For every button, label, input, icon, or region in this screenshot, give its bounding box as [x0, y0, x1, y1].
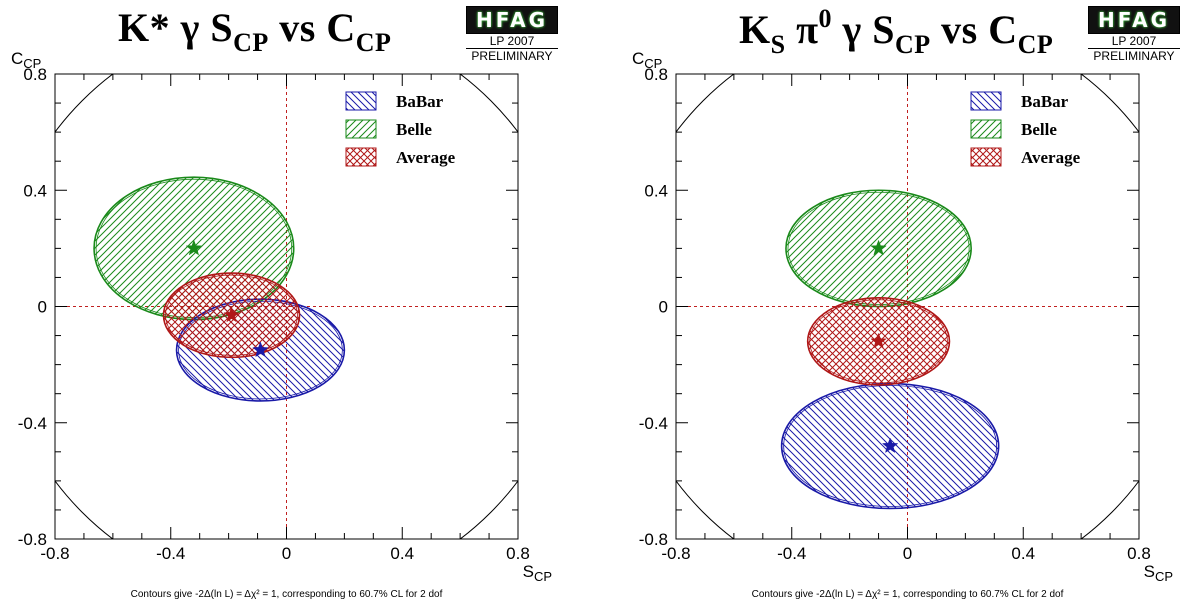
babar-central-value-star — [881, 437, 899, 454]
legend-label-babar: BaBar — [1021, 92, 1069, 111]
average-central-value-star — [870, 332, 887, 349]
x-tick-label: -0.8 — [661, 544, 690, 563]
legend-swatch-babar — [970, 91, 1002, 111]
legend-label-belle: Belle — [1021, 120, 1057, 139]
x-tick-label: 0.4 — [1011, 544, 1035, 563]
y-tick-label: 0.8 — [644, 65, 668, 84]
y-axis-label: CCP — [632, 49, 662, 71]
legend-swatch-babar — [345, 91, 377, 111]
legend-swatch-belle — [345, 119, 377, 139]
babar-central-value-star — [252, 341, 269, 358]
belle-central-value-star — [870, 239, 887, 256]
legend-label-babar: BaBar — [396, 92, 444, 111]
x-tick-label: 0 — [903, 544, 912, 563]
average-contour — [806, 296, 951, 386]
chart-panel-right: KS π0 γ SCP vs CCP HFAG LP 2007 PRELIMIN… — [591, 0, 1182, 607]
footnote: Contours give -2Δ(ln L) = Δχ² = 1, corre… — [752, 589, 1064, 600]
y-tick-label: 0 — [659, 298, 668, 317]
hfag-logo: HFAG LP 2007 PRELIMINARY — [466, 6, 558, 63]
chart-title: K* γ SCP vs CCP — [118, 5, 392, 57]
y-tick-label: -0.8 — [639, 530, 668, 549]
y-tick-label: 0 — [38, 298, 47, 317]
y-tick-label: -0.8 — [18, 530, 47, 549]
x-tick-label: 0.8 — [1127, 544, 1151, 563]
babar-contour-inner — [783, 385, 998, 507]
x-tick-label: 0.4 — [390, 544, 414, 563]
chart-panel-left: K* γ SCP vs CCP HFAG LP 2007 PRELIMINARY… — [11, 5, 558, 600]
legend-label-belle: Belle — [396, 120, 432, 139]
y-tick-label: 0.8 — [23, 65, 47, 84]
chart-canvas: -0.8 -0.4 0 0.4 0.8 0.8 0.4 0 -0.4 -0.8 SCP CCP BaBa… — [11, 49, 552, 600]
hfag-logo: HFAG LP 2007 PRELIMINARY — [1088, 6, 1180, 63]
x-tick-label: 0.8 — [506, 544, 530, 563]
x-tick-label: -0.4 — [777, 544, 806, 563]
x-tick-label: 0 — [282, 544, 291, 563]
x-axis-label: SCP — [1144, 562, 1173, 584]
average-contour — [162, 272, 301, 359]
average-central-value-star — [223, 306, 240, 323]
y-axis-label: CCP — [11, 49, 41, 71]
footnote: Contours give -2Δ(ln L) = Δχ² = 1, corre… — [131, 589, 443, 600]
legend-label-average: Average — [1021, 148, 1081, 167]
y-tick-label: -0.4 — [18, 414, 47, 433]
x-tick-label: -0.4 — [156, 544, 185, 563]
x-axis-label: SCP — [523, 562, 552, 584]
belle-central-value-star — [185, 239, 203, 256]
legend-swatch-belle — [970, 119, 1002, 139]
y-tick-label: 0.4 — [23, 181, 47, 200]
average-contour-inner — [809, 299, 948, 384]
legend-label-average: Average — [396, 148, 456, 167]
y-tick-label: -0.4 — [639, 414, 668, 433]
y-tick-label: 0.4 — [644, 181, 668, 200]
average-contour-inner — [165, 274, 298, 356]
x-tick-label: -0.8 — [40, 544, 69, 563]
legend-swatch-average — [345, 147, 377, 167]
chart-canvas: -0.8 -0.4 0 0.4 0.8 0.8 0.4 0 -0.4 -0.8 SCP CCP BaBa… — [632, 49, 1173, 600]
legend-swatch-average — [970, 147, 1002, 167]
chart-title: KS π0 γ SCP vs CCP — [739, 4, 1054, 59]
